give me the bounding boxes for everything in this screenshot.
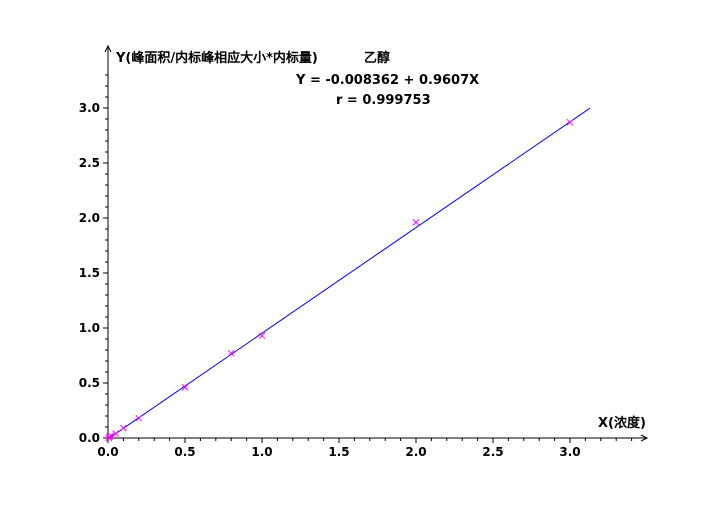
data-point-marker <box>181 384 189 391</box>
x-ticks: 0.0 0.5 1.0 1.5 2.0 2.5 3.0 <box>97 438 633 459</box>
chart-title: 乙醇 <box>364 50 390 66</box>
data-point-marker <box>258 332 266 340</box>
y-tick-label: 2.5 <box>79 156 100 170</box>
y-tick-label: 3.0 <box>79 101 100 115</box>
data-point-marker <box>135 414 143 422</box>
fit-line-group <box>109 107 591 439</box>
data-point-marker <box>566 118 574 126</box>
y-axis-title: Y(峰面积/内标峰相应大小*内标量) <box>115 50 318 66</box>
x-tick-label: 1.0 <box>251 445 272 459</box>
data-point-marker <box>412 219 420 226</box>
y-tick-label: 0.5 <box>79 376 100 390</box>
y-tick-label: 0.0 <box>79 431 100 445</box>
x-tick-label: 3.0 <box>559 445 580 459</box>
x-tick-label: 0.5 <box>174 445 195 459</box>
x-tick-label: 0.0 <box>97 445 118 459</box>
data-point-marker <box>112 430 120 437</box>
data-points <box>105 118 574 442</box>
y-tick-label: 2.0 <box>79 211 100 225</box>
y-tick-label: 1.5 <box>79 266 100 280</box>
x-axis-arrow <box>640 434 649 442</box>
data-point-marker <box>227 349 235 357</box>
y-axis-arrow <box>104 44 112 53</box>
axes <box>104 44 649 442</box>
x-tick-label: 2.0 <box>405 445 426 459</box>
correlation-coefficient: r = 0.999753 <box>336 93 431 108</box>
x-tick-label: 2.5 <box>482 445 503 459</box>
regression-equation: Y = -0.008362 + 0.9607X <box>295 73 479 88</box>
y-tick-label: 1.0 <box>79 321 100 335</box>
y-ticks: 0.0 0.5 1.0 1.5 2.0 2.5 3.0 <box>79 74 108 445</box>
fit-line <box>109 107 591 439</box>
data-point-marker <box>107 432 115 440</box>
x-axis-title: X(浓度) <box>598 415 646 431</box>
x-tick-label: 1.5 <box>328 445 349 459</box>
data-point-marker <box>120 424 127 432</box>
